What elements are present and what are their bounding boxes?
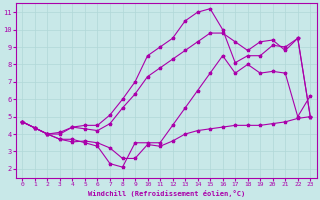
X-axis label: Windchill (Refroidissement éolien,°C): Windchill (Refroidissement éolien,°C) — [88, 190, 245, 197]
